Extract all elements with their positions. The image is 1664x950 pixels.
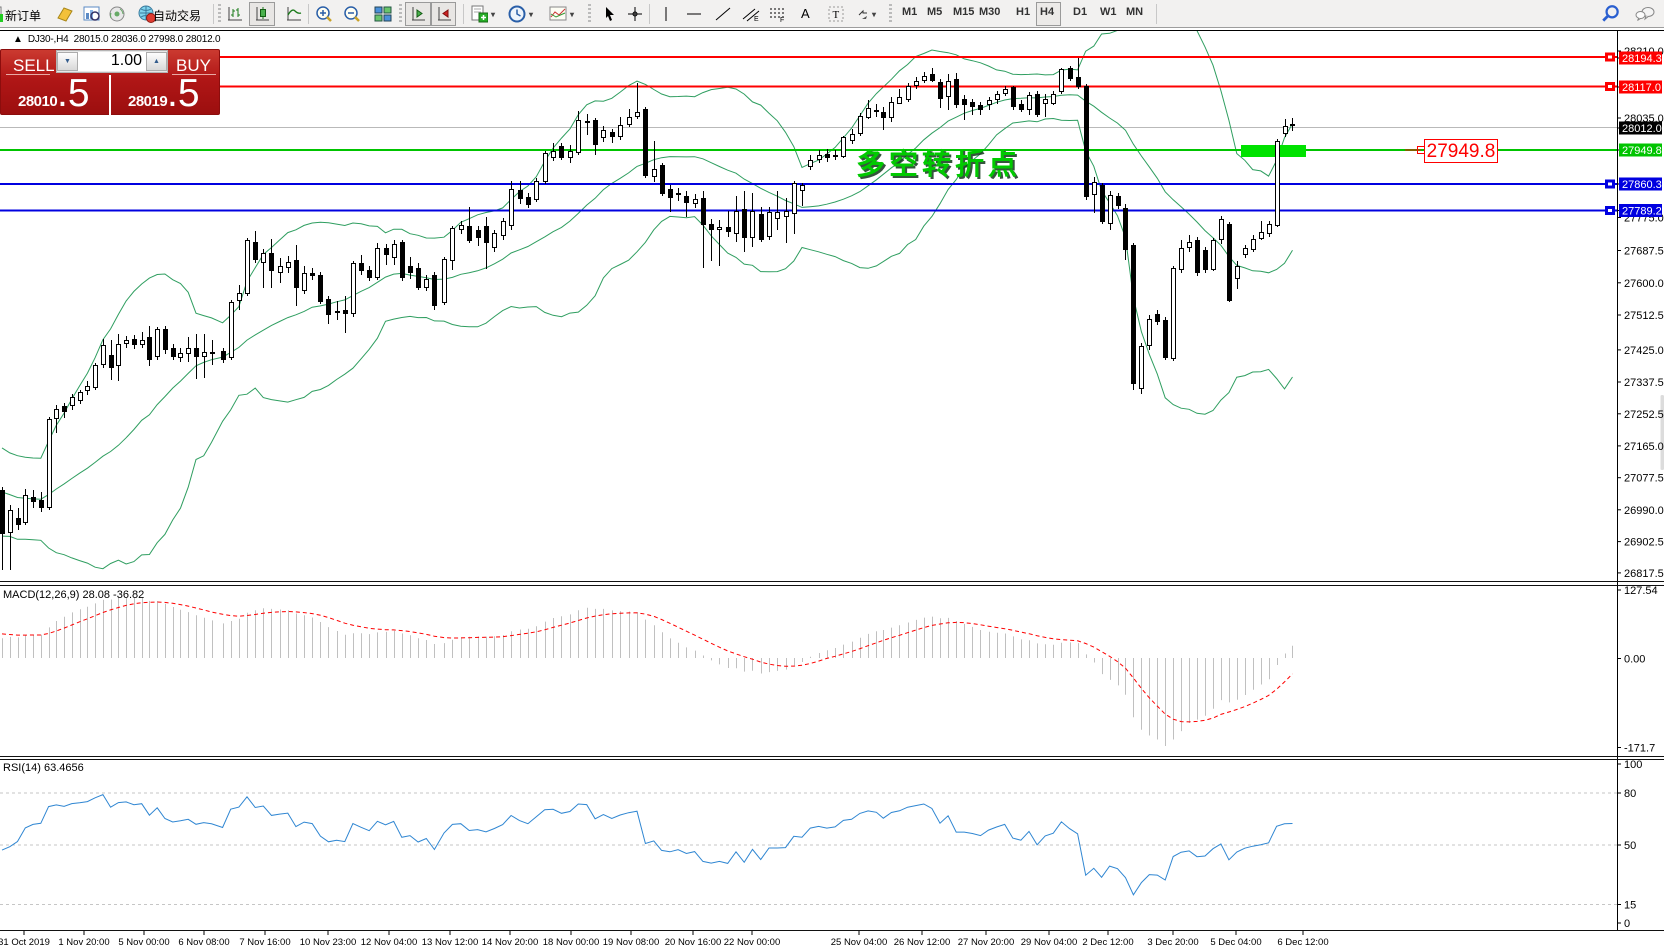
svg-text:20 Nov 16:00: 20 Nov 16:00 (665, 937, 722, 948)
svg-text:多空转折点: 多空转折点 (858, 149, 1023, 183)
svg-text:27600.0: 27600.0 (1624, 278, 1664, 290)
svg-text:28012.0: 28012.0 (1622, 123, 1662, 135)
svg-text:19 Nov 08:00: 19 Nov 08:00 (603, 937, 660, 948)
svg-text:13 Nov 12:00: 13 Nov 12:00 (422, 937, 479, 948)
svg-text:27512.5: 27512.5 (1624, 310, 1664, 322)
svg-text:15: 15 (1624, 900, 1636, 912)
svg-text:6 Dec 12:00: 6 Dec 12:00 (1277, 937, 1328, 948)
svg-text:27425.0: 27425.0 (1624, 345, 1664, 357)
svg-text:80: 80 (1624, 788, 1636, 800)
svg-text:1 Nov 20:00: 1 Nov 20:00 (58, 937, 109, 948)
svg-text:27860.3: 27860.3 (1622, 179, 1662, 191)
svg-text:27 Nov 20:00: 27 Nov 20:00 (958, 937, 1015, 948)
svg-text:27165.0: 27165.0 (1624, 441, 1664, 453)
svg-text:26817.5: 26817.5 (1624, 568, 1664, 580)
svg-text:F: F (780, 17, 784, 23)
svg-text:28117.0: 28117.0 (1622, 82, 1661, 94)
svg-text:3 Dec 20:00: 3 Dec 20:00 (1147, 937, 1198, 948)
svg-text:7 Nov 16:00: 7 Nov 16:00 (239, 937, 290, 948)
svg-text:27252.5: 27252.5 (1624, 409, 1664, 421)
svg-text:100: 100 (1624, 759, 1642, 771)
svg-text:26990.0: 26990.0 (1624, 505, 1664, 517)
svg-text:T: T (833, 9, 840, 21)
svg-text:27337.5: 27337.5 (1624, 377, 1664, 389)
svg-text:27949.8: 27949.8 (1622, 145, 1662, 157)
svg-text:27687.5: 27687.5 (1624, 246, 1664, 258)
svg-text:22 Nov 00:00: 22 Nov 00:00 (724, 937, 781, 948)
svg-text:5 Nov 00:00: 5 Nov 00:00 (118, 937, 169, 948)
svg-text:18 Nov 00:00: 18 Nov 00:00 (543, 937, 600, 948)
svg-text:25 Nov 04:00: 25 Nov 04:00 (831, 937, 888, 948)
svg-text:28194.3: 28194.3 (1622, 53, 1662, 65)
svg-text:2 Dec 12:00: 2 Dec 12:00 (1082, 937, 1133, 948)
svg-text:27949.8: 27949.8 (1427, 141, 1496, 162)
svg-text:26 Nov 12:00: 26 Nov 12:00 (894, 937, 951, 948)
svg-text:27077.5: 27077.5 (1624, 473, 1664, 485)
svg-text:E: E (754, 16, 759, 23)
svg-text:31 Oct 2019: 31 Oct 2019 (0, 937, 50, 948)
svg-text:0: 0 (1624, 918, 1630, 930)
svg-text:14 Nov 20:00: 14 Nov 20:00 (482, 937, 539, 948)
svg-text:27789.2: 27789.2 (1622, 206, 1662, 218)
svg-text:6 Nov 08:00: 6 Nov 08:00 (178, 937, 229, 948)
svg-text:50: 50 (1624, 840, 1636, 852)
svg-text:127.54: 127.54 (1624, 585, 1658, 597)
svg-text:10 Nov 23:00: 10 Nov 23:00 (300, 937, 357, 948)
svg-text:5 Dec 04:00: 5 Dec 04:00 (1210, 937, 1261, 948)
svg-text:-171.7: -171.7 (1624, 743, 1655, 755)
svg-text:多空转折点: 多空转折点 (856, 147, 1021, 181)
svg-text:26902.5: 26902.5 (1624, 537, 1664, 549)
svg-text:29 Nov 04:00: 29 Nov 04:00 (1021, 937, 1078, 948)
svg-text:0.00: 0.00 (1624, 654, 1645, 666)
svg-text:12 Nov 04:00: 12 Nov 04:00 (361, 937, 418, 948)
